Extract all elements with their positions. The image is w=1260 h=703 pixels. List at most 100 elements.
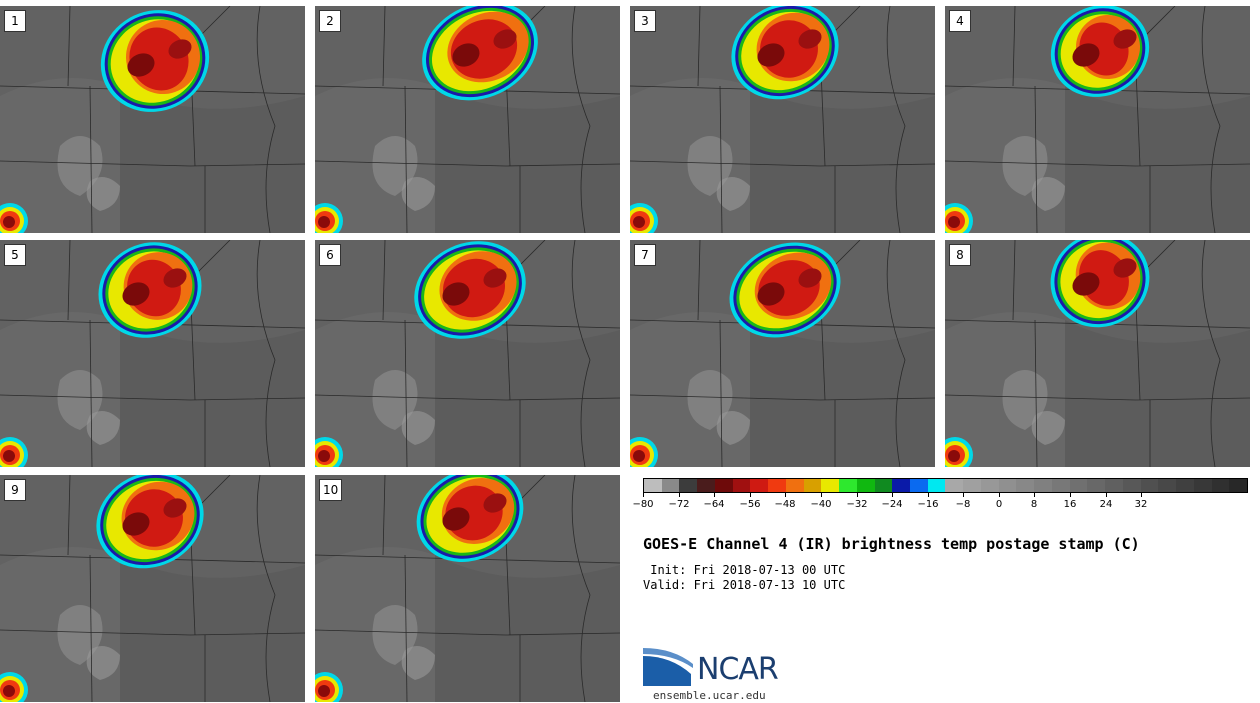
colorbar-tick	[928, 493, 929, 497]
colorbar-swatch	[839, 479, 857, 492]
colorbar-swatch	[892, 479, 911, 492]
ensemble-member-panel-1: 1	[0, 6, 305, 233]
corner-storm	[0, 203, 28, 233]
colorbar-tick	[963, 493, 964, 497]
colorbar-tick-label: −80	[632, 499, 654, 510]
colorbar-tick-label: −8	[955, 499, 971, 510]
corner-storm	[945, 203, 973, 233]
ncar-swoosh-icon	[643, 648, 693, 686]
colorbar-tick-label: −24	[881, 499, 903, 510]
panel-number-label: 10	[319, 479, 343, 501]
colorbar-tick	[892, 493, 893, 497]
colorbar-swatch	[732, 479, 751, 492]
storm-cluster	[96, 475, 204, 569]
colorbar-swatch	[1140, 479, 1159, 492]
colorbar-tick-label: 16	[1063, 499, 1077, 510]
colorbar-tick-label: −64	[703, 499, 725, 510]
colorbar-swatch	[679, 479, 698, 492]
colorbar-swatch	[1069, 479, 1088, 492]
colorbar-swatch	[1034, 479, 1052, 492]
colorbar-swatch	[910, 479, 928, 492]
colorbar-swatch	[1122, 479, 1141, 492]
colorbar-tick	[857, 493, 858, 497]
colorbar-swatch	[785, 479, 804, 492]
panel-number-label: 2	[319, 10, 341, 32]
colorbar-tick-label: −16	[917, 499, 939, 510]
colorbar-swatch	[1193, 479, 1212, 492]
panel-number-label: 1	[4, 10, 26, 32]
logo-wordmark: NCAR	[697, 652, 779, 687]
colorbar-tick-label: −56	[739, 499, 761, 510]
satellite-map	[315, 6, 620, 233]
colorbar-swatch	[874, 479, 893, 492]
colorbar-swatch	[1211, 479, 1230, 492]
panel-number-label: 9	[4, 479, 26, 501]
panel-number-label: 4	[949, 10, 971, 32]
ensemble-url: ensemble.ucar.edu	[653, 689, 766, 702]
satellite-map	[315, 475, 620, 702]
colorbar-tick-label: 32	[1134, 499, 1148, 510]
storm-cluster	[729, 242, 841, 338]
ensemble-member-panel-8: 8	[945, 240, 1250, 467]
colorbar-swatch	[821, 479, 840, 492]
panel-number-label: 5	[4, 244, 26, 266]
satellite-map	[945, 240, 1250, 467]
corner-storm	[315, 203, 343, 233]
colorbar-swatch	[803, 479, 822, 492]
colorbar-swatch	[980, 479, 999, 492]
colorbar-tick	[679, 493, 680, 497]
panel-number-label: 6	[319, 244, 341, 266]
colorbar-swatch	[644, 479, 662, 492]
ensemble-member-panel-3: 3	[630, 6, 935, 233]
corner-storm	[315, 672, 343, 702]
colorbar-tick-label: −72	[668, 499, 690, 510]
colorbar-tick	[785, 493, 786, 497]
panel-number-label: 8	[949, 244, 971, 266]
temperature-colorbar: −80 −72 −64 −56 −48 −40 −32 −24 −16 −8 0 8 16 24 32	[632, 478, 1248, 518]
ensemble-member-panel-6: 6	[315, 240, 620, 467]
storm-cluster	[731, 6, 839, 100]
colorbar-swatch	[856, 479, 875, 492]
colorbar-swatch	[697, 479, 715, 492]
corner-storm	[630, 437, 658, 467]
satellite-map	[0, 6, 305, 233]
storm-cluster	[416, 475, 524, 562]
colorbar-swatch	[1087, 479, 1106, 492]
colorbar-swatch	[998, 479, 1017, 492]
valid-time: Valid: Fri 2018-07-13 10 UTC	[643, 578, 846, 592]
colorbar-swatch	[1176, 479, 1194, 492]
satellite-map	[630, 6, 935, 233]
storm-cluster	[1050, 240, 1150, 328]
satellite-map	[0, 240, 305, 467]
colorbar-tick-label: 8	[1030, 499, 1038, 510]
colorbar-tick	[821, 493, 822, 497]
corner-storm	[0, 672, 28, 702]
init-time: Init: Fri 2018-07-13 00 UTC	[643, 563, 846, 577]
colorbar-swatches	[643, 478, 1248, 493]
storm-cluster	[98, 242, 202, 338]
ensemble-member-panel-2: 2	[315, 6, 620, 233]
colorbar-tick	[999, 493, 1000, 497]
colorbar-tick	[1034, 493, 1035, 497]
storm-cluster	[1050, 6, 1150, 97]
colorbar-tick-label: 0	[995, 499, 1003, 510]
colorbar-swatch	[768, 479, 786, 492]
ensemble-member-panel-9: 9	[0, 475, 305, 702]
storm-cluster	[100, 10, 210, 112]
satellite-map	[315, 240, 620, 467]
colorbar-swatch	[1229, 479, 1247, 492]
panel-number-label: 3	[634, 10, 656, 32]
corner-storm	[945, 437, 973, 467]
colorbar-tick-label: −40	[810, 499, 832, 510]
colorbar-swatch	[1105, 479, 1123, 492]
colorbar-swatch	[714, 479, 733, 492]
colorbar-ticks: −80 −72 −64 −56 −48 −40 −32 −24 −16 −8 0 8 16 24 32	[632, 493, 1248, 513]
ensemble-member-panel-7: 7	[630, 240, 935, 467]
colorbar-swatch	[1016, 479, 1035, 492]
corner-storm	[315, 437, 343, 467]
colorbar-tick	[643, 493, 644, 497]
colorbar-tick	[750, 493, 751, 497]
storm-cluster	[414, 241, 526, 339]
ensemble-member-panel-10: 10	[315, 475, 620, 702]
colorbar-swatch	[661, 479, 680, 492]
